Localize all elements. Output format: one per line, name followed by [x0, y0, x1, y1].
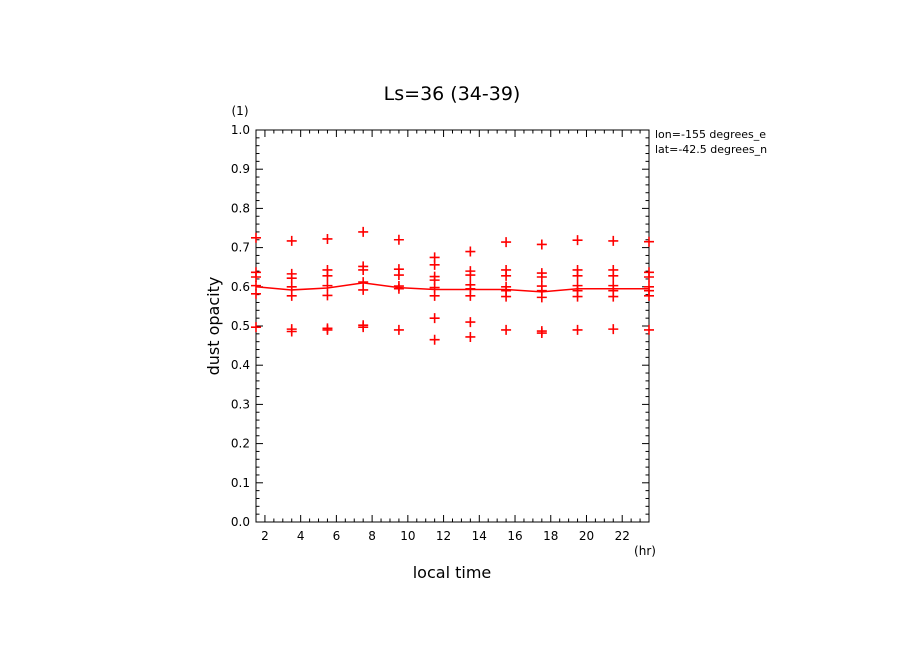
- y-tick-label: 0.9: [231, 162, 250, 176]
- data-point: [501, 237, 512, 248]
- data-point: [322, 270, 333, 281]
- x-tick-label: 16: [507, 529, 522, 543]
- y-axis-label: dust opacity: [204, 277, 223, 376]
- data-point: [572, 270, 583, 281]
- data-point: [251, 288, 261, 299]
- data-point: [572, 324, 583, 335]
- data-point: [393, 283, 404, 294]
- data-point: [322, 290, 333, 301]
- y-tick-label: 0.1: [231, 476, 250, 490]
- data-layer: [251, 226, 654, 345]
- mean-line: [255, 282, 649, 293]
- x-tick-label: 18: [543, 529, 558, 543]
- y-tick-label: 0.6: [231, 280, 250, 294]
- data-point: [536, 292, 547, 303]
- data-point: [644, 290, 654, 301]
- data-point: [429, 313, 440, 324]
- x-tick-label: 4: [297, 529, 305, 543]
- x-tick-label: 6: [333, 529, 341, 543]
- data-point: [286, 235, 297, 246]
- data-point: [536, 239, 547, 250]
- data-point: [501, 324, 512, 335]
- data-point: [429, 259, 440, 270]
- data-point: [465, 317, 476, 328]
- data-point: [465, 270, 476, 281]
- data-point: [501, 291, 512, 302]
- data-point: [322, 233, 333, 244]
- y-tick-label: 0.5: [231, 319, 250, 333]
- data-point: [358, 226, 369, 237]
- data-point: [286, 326, 297, 337]
- y-tick-label: 1.0: [231, 123, 250, 137]
- data-point: [358, 264, 369, 275]
- data-point: [608, 235, 619, 246]
- data-point: [644, 324, 654, 335]
- data-point: [358, 284, 369, 295]
- data-point: [429, 290, 440, 301]
- y-tick-label: 0.8: [231, 201, 250, 215]
- data-point: [286, 290, 297, 301]
- data-point: [536, 272, 547, 282]
- y-tick-label: 0.2: [231, 437, 250, 451]
- data-point: [251, 322, 261, 333]
- x-unit-label: (hr): [634, 544, 656, 558]
- x-tick-label: 12: [436, 529, 451, 543]
- y-tick-label: 0.0: [231, 515, 250, 529]
- data-point: [393, 234, 404, 245]
- data-point: [429, 334, 440, 345]
- data-point: [286, 281, 297, 292]
- plot-frame: [255, 129, 650, 523]
- data-point: [322, 280, 333, 291]
- data-point: [465, 290, 476, 301]
- x-axis-label: local time: [413, 563, 492, 582]
- data-point: [608, 270, 619, 281]
- data-point: [501, 270, 512, 281]
- annotation-lat: lat=-42.5 degrees_n: [655, 143, 767, 156]
- x-tick-label: 14: [472, 529, 487, 543]
- chart-title: Ls=36 (34-39): [384, 83, 521, 105]
- data-point: [465, 246, 476, 257]
- data-point: [251, 232, 261, 243]
- data-point: [358, 322, 369, 333]
- x-tick-label: 10: [400, 529, 415, 543]
- data-point: [322, 324, 333, 335]
- x-tick-label: 20: [579, 529, 594, 543]
- data-point: [393, 324, 404, 335]
- x-tick-label: 22: [615, 529, 630, 543]
- annotation-lon: lon=-155 degrees_e: [655, 128, 766, 141]
- y-tick-label: 0.7: [231, 241, 250, 255]
- data-point: [393, 270, 404, 281]
- axes: 0.0 0.1 0.2 0.3 0.4 0.5 0.6 0.7 0.8 0.9 1.0 2 4 6 8 10 1…: [231, 123, 650, 543]
- data-point: [572, 235, 583, 246]
- y-tick-label: 0.4: [231, 358, 250, 372]
- data-point: [465, 331, 476, 342]
- data-point: [608, 324, 619, 335]
- data-point: [644, 272, 654, 282]
- data-point: [286, 273, 297, 284]
- x-tick-label: 2: [261, 529, 269, 543]
- data-point: [536, 328, 547, 339]
- data-point: [608, 291, 619, 302]
- data-point: [251, 272, 261, 282]
- data-point: [572, 291, 583, 302]
- data-point: [644, 236, 654, 247]
- y-unit-label: (1): [232, 104, 249, 118]
- y-tick-label: 0.3: [231, 397, 250, 411]
- x-tick-label: 8: [368, 529, 376, 543]
